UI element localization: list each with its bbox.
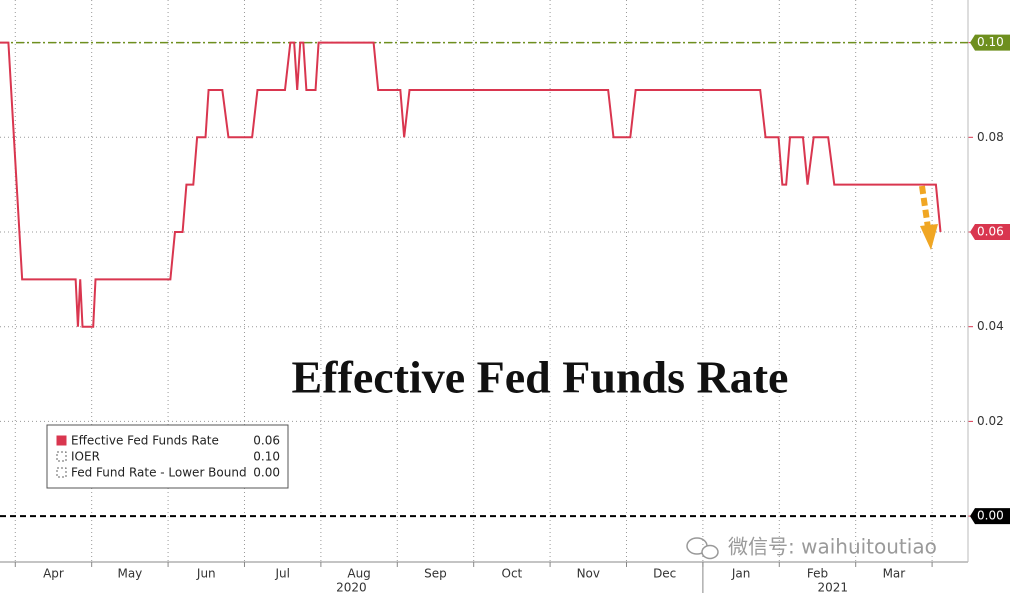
value-tag bbox=[970, 508, 1010, 525]
x-tick-label: Apr bbox=[43, 567, 64, 581]
x-tick-label: Jan bbox=[731, 567, 751, 581]
x-tick-label: Aug bbox=[347, 567, 370, 581]
arrow bbox=[919, 185, 938, 250]
x-tick-label: Jun bbox=[196, 567, 216, 581]
legend-value: 0.00 bbox=[253, 466, 280, 480]
y-tick-label: 0.08 bbox=[977, 130, 1004, 144]
x-tick-label: May bbox=[117, 567, 142, 581]
legend-swatch bbox=[56, 451, 67, 462]
year-label: 2021 bbox=[817, 581, 848, 593]
x-tick-label: Dec bbox=[653, 567, 676, 581]
x-tick-label: Nov bbox=[577, 567, 600, 581]
x-tick-label: Oct bbox=[502, 567, 523, 581]
value-tag bbox=[970, 34, 1010, 51]
legend-swatch bbox=[56, 435, 67, 446]
x-tick-label: Feb bbox=[807, 567, 828, 581]
wechat-icon bbox=[686, 537, 719, 560]
legend-swatch bbox=[56, 467, 67, 478]
y-tick-label: 0.04 bbox=[977, 319, 1004, 333]
legend: Effective Fed Funds Rate 0.06 IOER 0.10 Fed … bbox=[46, 424, 289, 489]
legend-label: Fed Fund Rate - Lower Bound bbox=[71, 466, 247, 480]
x-tick-label: Jul bbox=[274, 567, 289, 581]
year-label: 2020 bbox=[336, 581, 367, 593]
legend-label: Effective Fed Funds Rate bbox=[71, 434, 219, 448]
y-tick-label: 0.02 bbox=[977, 414, 1004, 428]
legend-box bbox=[46, 424, 289, 489]
legend-value: 0.10 bbox=[253, 450, 280, 464]
series-line bbox=[0, 41, 942, 328]
chart-annotation: Effective Fed Funds Rate bbox=[292, 352, 789, 403]
watermark: 微信号: waihuitoutiao bbox=[728, 535, 937, 559]
legend-label: IOER bbox=[71, 450, 100, 464]
value-tag-label: 0.10 bbox=[977, 35, 1004, 49]
value-tag bbox=[970, 223, 1010, 240]
x-tick-label: Mar bbox=[883, 567, 906, 581]
value-tag-label: 0.06 bbox=[977, 224, 1004, 238]
legend-value: 0.06 bbox=[253, 434, 280, 448]
value-tag-label: 0.00 bbox=[977, 509, 1004, 523]
x-tick-label: Sep bbox=[424, 567, 447, 581]
